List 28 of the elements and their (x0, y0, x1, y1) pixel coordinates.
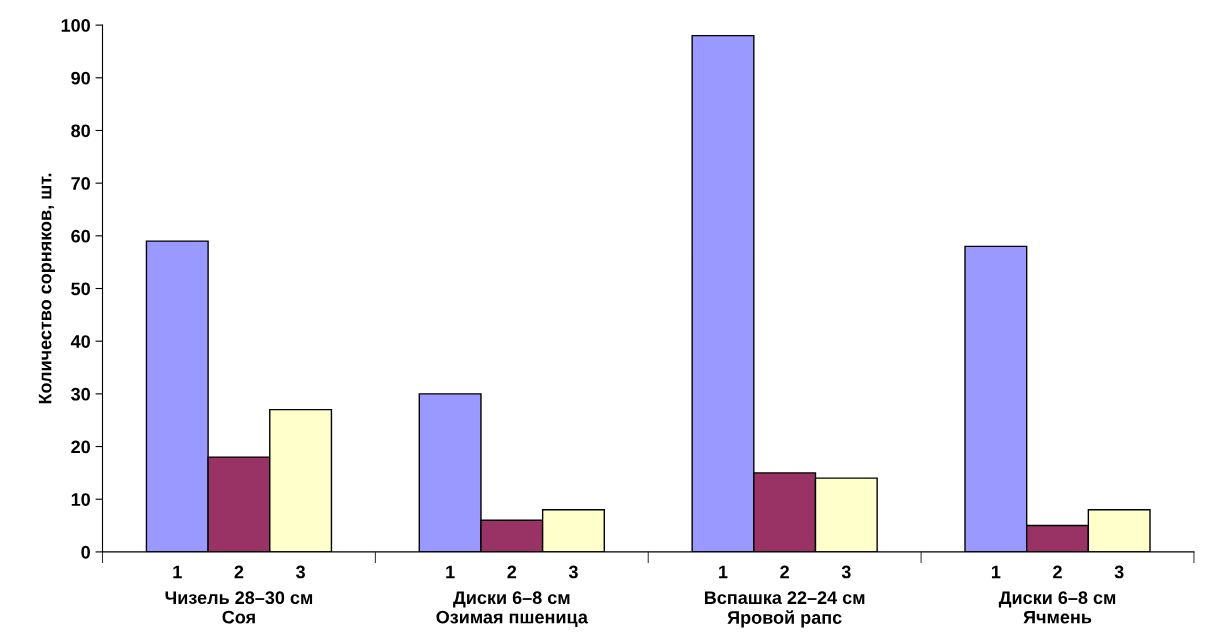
x-tick-label: Вспашка 22–24 см Яровой рапс (704, 591, 865, 628)
x-tick-label: Диски 6–8 см Ячмень (998, 591, 1116, 624)
y-tick-label: 20 (71, 440, 90, 454)
text: 2 (1053, 565, 1062, 579)
text: 1 (719, 565, 728, 579)
text: 3 (1114, 565, 1124, 579)
y-tick-label: 90 (71, 71, 90, 85)
y-tick-label: 50 (71, 282, 90, 296)
y-tick-label: 10 (71, 493, 90, 506)
series-label: 3 (296, 565, 305, 579)
y-tick-label: 70 (71, 177, 90, 190)
x-tick-label: Чизель 28–30 см Соя (165, 591, 313, 624)
text: 3 (568, 565, 578, 579)
series-label: 2 (234, 565, 244, 579)
text: 2 (507, 565, 517, 579)
text: 1 (991, 565, 1001, 579)
y-tick-label: 80 (71, 124, 90, 138)
series-label: 1 (173, 565, 182, 579)
x-tick-label: Диски 6–8 см Озимая пшеница (436, 591, 589, 627)
y-tick-label: 40 (70, 335, 90, 348)
y-tick-label: 100 (61, 19, 90, 32)
text: 3 (841, 565, 851, 579)
y-tick-label: 0 (81, 545, 90, 559)
y-tick-label: 30 (71, 387, 90, 401)
text: 2 (780, 565, 789, 579)
text: 1 (446, 565, 455, 579)
y-axis-title: Количество сорняков, шт. (38, 173, 56, 404)
y-tick-label: 60 (71, 229, 90, 243)
